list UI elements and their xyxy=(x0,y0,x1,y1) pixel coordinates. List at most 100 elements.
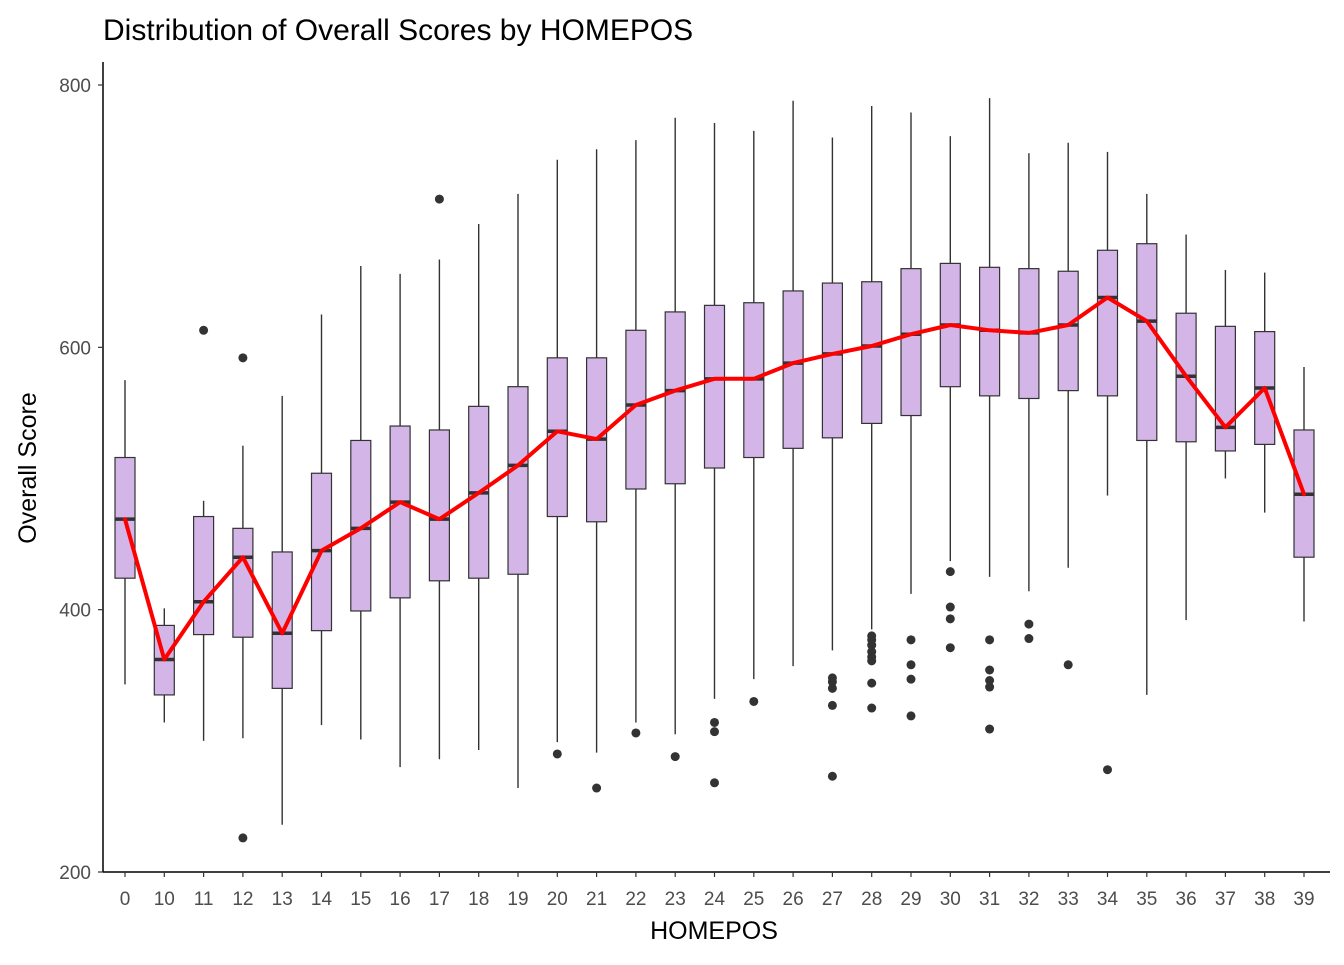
outlier-point xyxy=(238,353,248,363)
box-iqr xyxy=(821,282,844,439)
x-axis: 0 10 11 12 13 14 15 16 17 18 19 20 21 22 23 24 25 26 27 28 2… xyxy=(103,871,1330,910)
outlier-point xyxy=(906,660,916,670)
outlier-point xyxy=(238,833,248,843)
outlier-point xyxy=(592,783,602,793)
x-tick-label: 22 xyxy=(625,889,646,910)
box-22 xyxy=(625,140,647,723)
outlier-point xyxy=(749,696,759,706)
median-line-group xyxy=(123,295,1306,662)
box-15 xyxy=(350,266,372,740)
box-14 xyxy=(310,314,333,726)
box-iqr xyxy=(1136,243,1158,442)
x-tick-label: 19 xyxy=(507,889,528,910)
outlier-point xyxy=(985,665,995,675)
outlier-point xyxy=(1024,634,1034,644)
box-iqr xyxy=(428,429,450,582)
x-tick-label: 34 xyxy=(1097,889,1119,910)
outlier-point xyxy=(1063,660,1073,670)
outlier-point xyxy=(985,724,995,734)
median-trend-line xyxy=(123,295,1306,662)
x-tick-label: 35 xyxy=(1136,889,1157,910)
outlier-point xyxy=(199,325,209,335)
box-19 xyxy=(507,193,529,789)
x-tick-label: 30 xyxy=(940,889,961,910)
x-tick-label: 31 xyxy=(979,889,1000,910)
box-iqr xyxy=(1214,325,1237,452)
outlier-point xyxy=(867,703,877,713)
box-iqr xyxy=(900,268,922,417)
box-group xyxy=(114,98,1315,825)
outlier-point xyxy=(906,711,916,721)
box-iqr xyxy=(1096,249,1119,397)
chart-title: Distribution of Overall Scores by HOMEPO… xyxy=(103,14,693,47)
outlier-point xyxy=(867,640,877,650)
outlier-point xyxy=(631,728,641,738)
outlier-point xyxy=(710,717,719,727)
box-iqr xyxy=(507,386,529,575)
x-tick-label: 14 xyxy=(311,889,333,910)
box-36 xyxy=(1175,234,1197,621)
box-37 xyxy=(1214,269,1237,479)
box-16 xyxy=(389,273,411,768)
outlier-point xyxy=(945,614,955,624)
x-tick-label: 25 xyxy=(743,889,764,910)
x-tick-label: 39 xyxy=(1293,889,1314,910)
box-31 xyxy=(978,98,1001,577)
x-tick-label: 21 xyxy=(586,889,607,910)
box-12 xyxy=(232,445,254,739)
box-13 xyxy=(271,395,293,825)
x-tick-label: 13 xyxy=(272,889,293,910)
box-iqr xyxy=(625,329,647,490)
x-tick-label: 23 xyxy=(665,889,686,910)
x-tick-label: 33 xyxy=(1058,889,1079,910)
outlier-point xyxy=(827,700,837,710)
x-tick-label: 26 xyxy=(783,889,804,910)
outlier-point xyxy=(945,643,955,653)
outlier-point xyxy=(827,677,837,687)
box-iqr xyxy=(703,304,726,469)
outlier-point xyxy=(985,682,995,692)
y-tick-label: 800 xyxy=(59,76,91,97)
box-iqr xyxy=(193,515,215,636)
outlier-point xyxy=(985,675,995,685)
box-17 xyxy=(428,259,450,760)
outlier-point xyxy=(945,567,955,577)
outlier-point xyxy=(434,194,444,204)
box-iqr xyxy=(861,281,883,425)
box-0 xyxy=(114,380,136,685)
box-32 xyxy=(1018,153,1040,592)
box-iqr xyxy=(664,311,686,485)
x-tick-label: 0 xyxy=(120,889,131,910)
outlier-point xyxy=(1103,765,1112,775)
outlier-point xyxy=(867,656,877,666)
y-tick-label: 200 xyxy=(59,863,91,884)
x-tick-label: 37 xyxy=(1215,889,1236,910)
x-tick-label: 15 xyxy=(350,889,371,910)
outlier-point xyxy=(827,683,837,693)
box-24 xyxy=(703,123,726,699)
x-tick-label: 24 xyxy=(704,889,726,910)
outlier-point xyxy=(1024,619,1034,629)
outlier-point xyxy=(867,678,877,688)
x-tick-label: 10 xyxy=(154,889,175,910)
box-33 xyxy=(1057,142,1079,568)
x-tick-label: 17 xyxy=(429,889,450,910)
box-26 xyxy=(782,100,804,667)
box-25 xyxy=(743,130,765,680)
y-axis-label: Overall Score xyxy=(14,392,42,543)
outlier-point xyxy=(552,749,562,759)
box-iqr xyxy=(782,290,804,449)
outlier-point xyxy=(827,771,837,781)
y-tick-label: 400 xyxy=(59,601,91,622)
y-tick-label: 600 xyxy=(59,338,91,359)
box-20 xyxy=(546,159,568,743)
x-tick-label: 20 xyxy=(547,889,568,910)
box-iqr xyxy=(232,527,254,638)
outlier-point xyxy=(906,674,916,684)
outlier-point xyxy=(710,778,719,788)
outlier-point xyxy=(710,727,719,737)
x-tick-label: 11 xyxy=(194,889,214,910)
x-tick-label: 32 xyxy=(1018,889,1039,910)
